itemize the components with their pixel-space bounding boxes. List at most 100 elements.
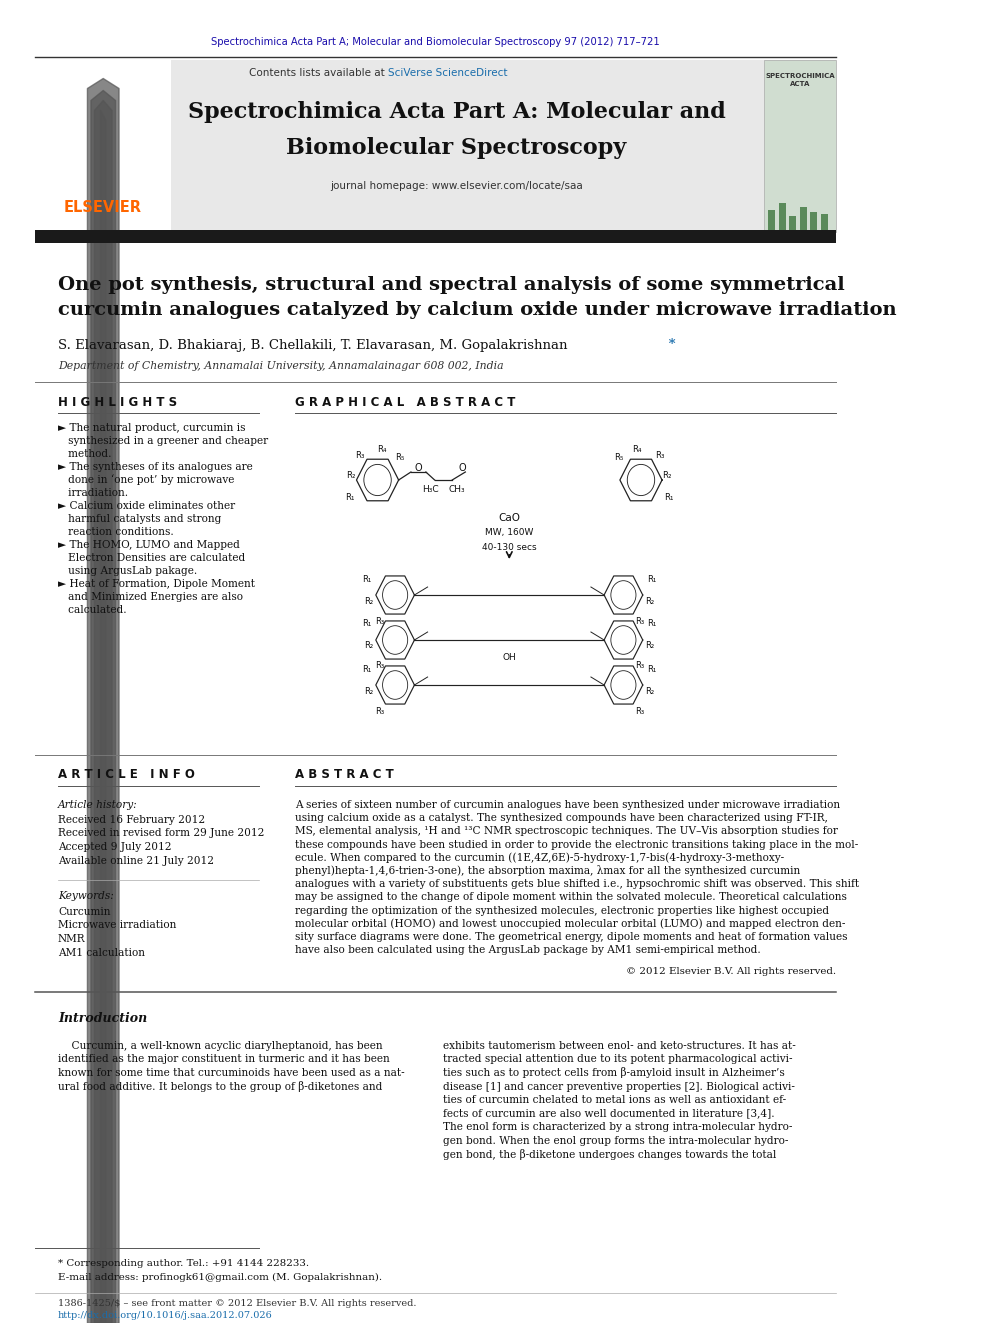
Text: reaction conditions.: reaction conditions.: [58, 527, 174, 537]
Text: R₃: R₃: [635, 706, 644, 716]
Text: H₃C: H₃C: [422, 486, 438, 495]
Text: AM1 calculation: AM1 calculation: [58, 947, 145, 958]
Text: Biomolecular Spectroscopy: Biomolecular Spectroscopy: [287, 138, 627, 159]
Text: The enol form is characterized by a strong intra-molecular hydro-: The enol form is characterized by a stro…: [442, 1122, 792, 1132]
Text: Spectrochimica Acta Part A: Molecular and: Spectrochimica Acta Part A: Molecular an…: [187, 101, 725, 123]
Text: Microwave irradiation: Microwave irradiation: [58, 921, 177, 930]
Text: synthesized in a greener and cheaper: synthesized in a greener and cheaper: [58, 437, 268, 446]
Text: R₃: R₃: [375, 662, 384, 671]
Text: R₂: R₂: [364, 597, 373, 606]
Text: Curcumin, a well-known acyclic diarylheptanoid, has been: Curcumin, a well-known acyclic diarylhep…: [58, 1041, 383, 1050]
Bar: [810, 212, 817, 230]
Text: Received 16 February 2012: Received 16 February 2012: [58, 815, 205, 826]
Text: R₂: R₂: [645, 597, 655, 606]
Text: R₅: R₅: [614, 454, 624, 463]
Text: O: O: [458, 463, 465, 474]
Text: Department of Chemistry, Annamalai University, Annamalainagar 608 002, India: Department of Chemistry, Annamalai Unive…: [58, 361, 504, 370]
Text: R₁: R₁: [647, 619, 656, 628]
Text: 1386-1425/$ – see front matter © 2012 Elsevier B.V. All rights reserved.: 1386-1425/$ – see front matter © 2012 El…: [58, 1298, 417, 1307]
Text: ecule. When compared to the curcumin ((1E,4Z,6E)-5-hydroxy-1,7-bis(4-hydroxy-3-m: ecule. When compared to the curcumin ((1…: [295, 852, 784, 863]
Text: * Corresponding author. Tel.: +91 4144 228233.: * Corresponding author. Tel.: +91 4144 2…: [58, 1258, 310, 1267]
Text: Curcumin: Curcumin: [58, 908, 110, 917]
Text: OH: OH: [502, 652, 516, 662]
Text: A series of sixteen number of curcumin analogues have been synthesized under mic: A series of sixteen number of curcumin a…: [295, 800, 840, 810]
Text: Accepted 9 July 2012: Accepted 9 July 2012: [58, 841, 172, 852]
Text: R₁: R₁: [647, 574, 656, 583]
Text: Article history:: Article history:: [58, 800, 138, 810]
Text: R₂: R₂: [364, 687, 373, 696]
Text: Introduction: Introduction: [58, 1012, 147, 1024]
Text: H I G H L I G H T S: H I G H L I G H T S: [58, 397, 178, 410]
Text: R₃: R₃: [355, 451, 365, 459]
Text: irradiation.: irradiation.: [58, 488, 128, 497]
Text: these compounds have been studied in order to provide the electronic transitions: these compounds have been studied in ord…: [295, 840, 858, 849]
Text: Electron Densities are calculated: Electron Densities are calculated: [58, 553, 245, 564]
Text: G R A P H I C A L   A B S T R A C T: G R A P H I C A L A B S T R A C T: [295, 397, 516, 410]
Text: ► The natural product, curcumin is: ► The natural product, curcumin is: [58, 423, 245, 433]
Text: R₂: R₂: [645, 642, 655, 651]
Text: O: O: [414, 463, 422, 474]
Text: MS, elemental analysis, ¹H and ¹³C NMR spectroscopic techniques. The UV–Vis abso: MS, elemental analysis, ¹H and ¹³C NMR s…: [295, 827, 838, 836]
Text: R₃: R₃: [635, 662, 644, 671]
Text: A B S T R A C T: A B S T R A C T: [295, 769, 394, 782]
Text: Contents lists available at: Contents lists available at: [249, 67, 388, 78]
Text: R₃: R₃: [656, 451, 665, 459]
Text: identified as the major constituent in turmeric and it has been: identified as the major constituent in t…: [58, 1054, 390, 1065]
Text: harmful catalysts and strong: harmful catalysts and strong: [58, 515, 221, 524]
Text: curcumin analogues catalyzed by calcium oxide under microwave irradiation: curcumin analogues catalyzed by calcium …: [58, 302, 897, 319]
Text: fects of curcumin are also well documented in literature [3,4].: fects of curcumin are also well document…: [442, 1109, 774, 1118]
Text: gen bond, the β-diketone undergoes changes towards the total: gen bond, the β-diketone undergoes chang…: [442, 1148, 776, 1159]
Text: R₁: R₁: [344, 493, 354, 503]
Text: R₄: R₄: [377, 446, 387, 455]
Text: molecular orbital (HOMO) and lowest unoccupied molecular orbital (LUMO) and mapp: molecular orbital (HOMO) and lowest unoc…: [295, 918, 845, 929]
Text: method.: method.: [58, 448, 111, 459]
Bar: [768, 210, 776, 230]
Text: regarding the optimization of the synthesized molecules, electronic properties l: regarding the optimization of the synthe…: [295, 906, 829, 916]
Text: SPECTROCHIMICA
ACTA: SPECTROCHIMICA ACTA: [765, 74, 834, 86]
Text: ► Calcium oxide eliminates other: ► Calcium oxide eliminates other: [58, 501, 235, 511]
Bar: [821, 214, 828, 230]
Text: analogues with a variety of substituents gets blue shifted i.e., hypsochromic sh: analogues with a variety of substituents…: [295, 880, 859, 889]
Text: R₁: R₁: [647, 664, 656, 673]
Text: exhibits tautomerism between enol- and keto-structures. It has at-: exhibits tautomerism between enol- and k…: [442, 1041, 796, 1050]
Text: and Minimized Energies are also: and Minimized Energies are also: [58, 591, 243, 602]
Text: Received in revised form 29 June 2012: Received in revised form 29 June 2012: [58, 828, 264, 839]
Text: R₁: R₁: [362, 574, 372, 583]
Bar: [800, 206, 806, 230]
Bar: [35, 60, 172, 232]
Text: R₁: R₁: [362, 619, 372, 628]
Text: R₂: R₂: [346, 471, 356, 479]
Text: ► Heat of Formation, Dipole Moment: ► Heat of Formation, Dipole Moment: [58, 579, 255, 589]
Text: NMR: NMR: [58, 934, 85, 945]
Text: using calcium oxide as a catalyst. The synthesized compounds have been character: using calcium oxide as a catalyst. The s…: [295, 814, 828, 823]
Bar: [764, 60, 836, 232]
Text: R₄: R₄: [632, 446, 642, 455]
Text: phenyl)hepta-1,4,6-trien-3-one), the absorption maxima, λmax for all the synthes: phenyl)hepta-1,4,6-trien-3-one), the abs…: [295, 865, 801, 877]
Text: R₃: R₃: [635, 617, 644, 626]
Text: R₂: R₂: [364, 642, 373, 651]
Text: One pot synthesis, structural and spectral analysis of some symmetrical: One pot synthesis, structural and spectr…: [58, 277, 845, 294]
Text: CaO: CaO: [498, 513, 520, 523]
Text: http://dx.doi.org/10.1016/j.saa.2012.07.026: http://dx.doi.org/10.1016/j.saa.2012.07.…: [58, 1311, 273, 1319]
Text: ► The HOMO, LUMO and Mapped: ► The HOMO, LUMO and Mapped: [58, 540, 240, 550]
Text: sity surface diagrams were done. The geometrical energy, dipole moments and heat: sity surface diagrams were done. The geo…: [295, 931, 847, 942]
Text: S. Elavarasan, D. Bhakiaraj, B. Chellakili, T. Elavarasan, M. Gopalakrishnan: S. Elavarasan, D. Bhakiaraj, B. Chellaki…: [58, 339, 567, 352]
Text: R₃: R₃: [375, 706, 384, 716]
Text: Keywords:: Keywords:: [58, 890, 114, 901]
Text: calculated.: calculated.: [58, 605, 127, 615]
Text: journal homepage: www.elsevier.com/locate/saa: journal homepage: www.elsevier.com/locat…: [330, 181, 583, 191]
Text: R₃: R₃: [375, 617, 384, 626]
Text: R₅: R₅: [395, 454, 404, 463]
Text: SciVerse ScienceDirect: SciVerse ScienceDirect: [388, 67, 508, 78]
Bar: [35, 230, 836, 243]
Text: gen bond. When the enol group forms the intra-molecular hydro-: gen bond. When the enol group forms the …: [442, 1135, 788, 1146]
Text: R₁: R₁: [362, 664, 372, 673]
Text: E-mail address: profinogk61@gmail.com (M. Gopalakrishnan).: E-mail address: profinogk61@gmail.com (M…: [58, 1273, 382, 1282]
Text: 40-130 secs: 40-130 secs: [482, 542, 537, 552]
Text: using ArgusLab pakage.: using ArgusLab pakage.: [58, 566, 197, 576]
Text: ural food additive. It belongs to the group of β-diketones and: ural food additive. It belongs to the gr…: [58, 1081, 382, 1091]
Text: ties such as to protect cells from β-amyloid insult in Alzheimer’s: ties such as to protect cells from β-amy…: [442, 1068, 785, 1078]
Text: CH₃: CH₃: [448, 486, 465, 495]
Text: R₂: R₂: [663, 471, 672, 479]
Text: R₁: R₁: [665, 493, 674, 503]
